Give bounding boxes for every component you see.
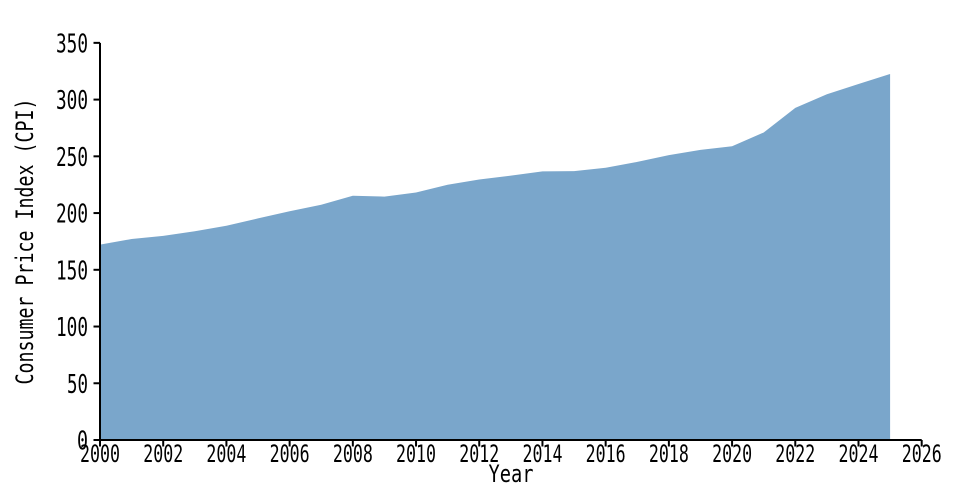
y-tick-label: 50 bbox=[67, 370, 88, 400]
x-tick-label: 2022 bbox=[775, 440, 815, 468]
x-axis-label: Year bbox=[489, 460, 534, 488]
y-tick-label: 300 bbox=[56, 86, 88, 116]
x-tick-label: 2024 bbox=[838, 440, 878, 468]
x-tick-label: 2016 bbox=[586, 440, 626, 468]
x-tick-label: 2012 bbox=[459, 440, 499, 468]
x-tick-label: 2010 bbox=[396, 440, 436, 468]
y-axis-label: Consumer Price Index (CPI) bbox=[11, 99, 39, 385]
area-series-cpi bbox=[100, 74, 891, 440]
y-tick-label: 150 bbox=[56, 256, 88, 286]
y-tick-label: 100 bbox=[56, 313, 88, 343]
y-tick-label: 0 bbox=[77, 427, 88, 457]
y-tick-label: 250 bbox=[56, 143, 88, 173]
x-tick-label: 2006 bbox=[270, 440, 310, 468]
plot-layer: 2000 2002 2004 2006 2008 2010 2012 2014 2016 2018… bbox=[56, 29, 942, 468]
x-tick-label: 2004 bbox=[206, 440, 246, 468]
x-tick-label: 2018 bbox=[649, 440, 689, 468]
x-tick-label: 2014 bbox=[522, 440, 562, 468]
x-tick-label: 2002 bbox=[143, 440, 183, 468]
y-tick-label: 350 bbox=[56, 29, 88, 59]
y-tick-label: 200 bbox=[56, 200, 88, 230]
x-tick-label: 2020 bbox=[712, 440, 752, 468]
x-tick-label: 2008 bbox=[333, 440, 373, 468]
x-tick-label: 2026 bbox=[902, 440, 942, 468]
x-tick-label: 2000 bbox=[80, 440, 120, 468]
